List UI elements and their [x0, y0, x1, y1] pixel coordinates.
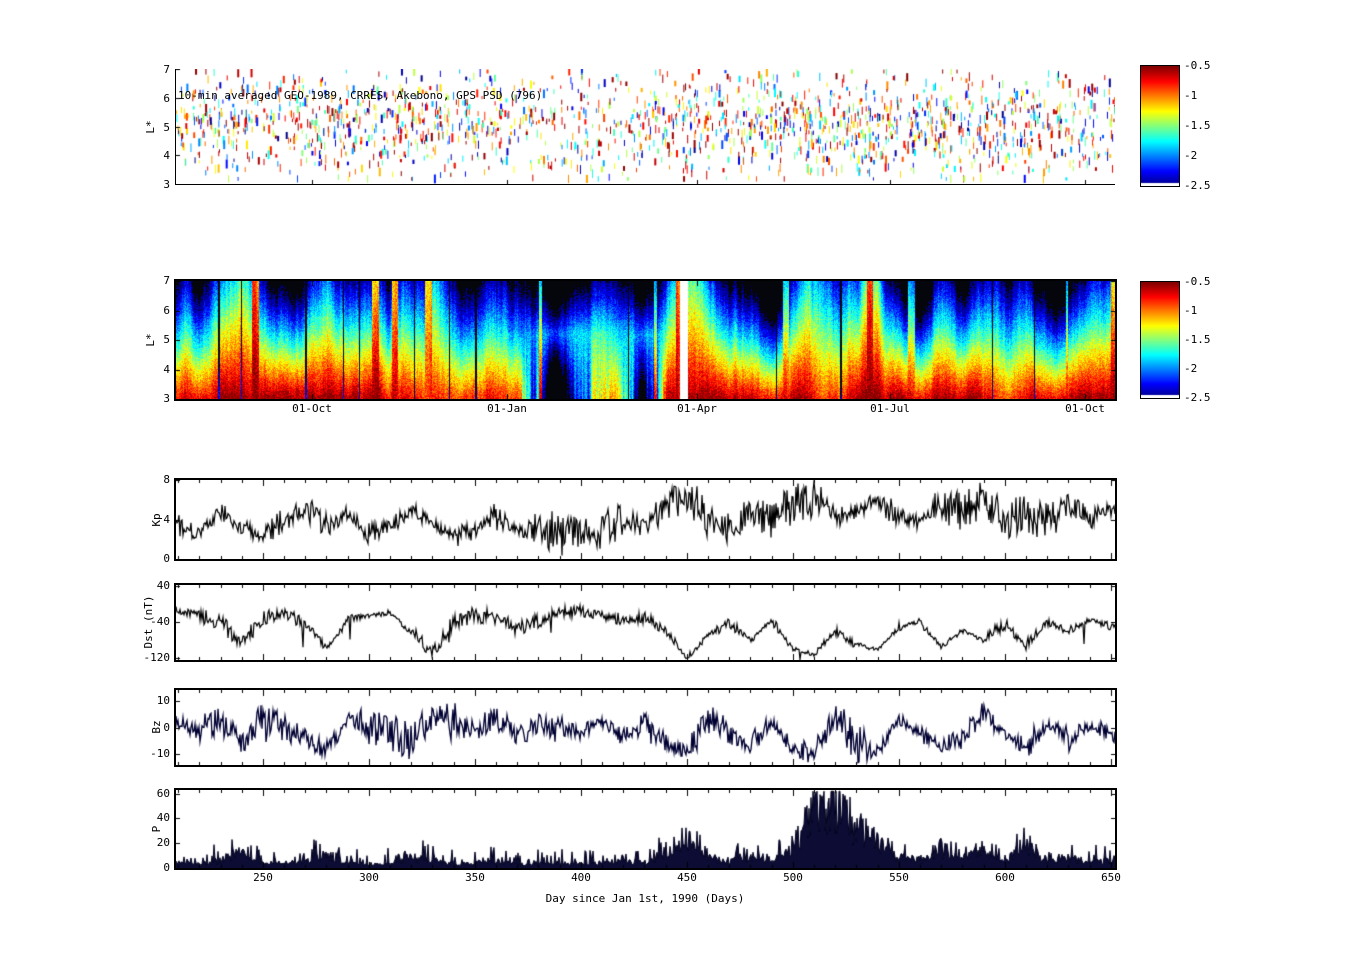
xtick-label: 500 [783, 871, 803, 884]
ytick-label-p: 60 [156, 787, 170, 800]
colorbar2-tick-label: -1.5 [1184, 333, 1211, 346]
xtick-label: 250 [253, 871, 273, 884]
p-plot [174, 788, 1117, 870]
ytick-label-kp: 4 [163, 513, 170, 526]
ytick-label-psd_map: 5 [163, 333, 170, 346]
date-tick-label: 01-Jul [870, 402, 910, 415]
ytick-label-psd_map: 6 [163, 304, 170, 317]
colorbar1-tick-label: -2 [1184, 149, 1198, 162]
ytick-label-psd_scatter: 5 [163, 121, 170, 134]
colorbar1-tick-label: -1.5 [1184, 119, 1211, 132]
ytick-label-psd_scatter: 7 [163, 63, 170, 76]
ytick-label-psd_scatter: 3 [163, 178, 170, 191]
psd-scatter-plot [175, 69, 1115, 185]
colorbar-psd-scatter [1140, 65, 1180, 187]
xaxis-label: Day since Jan 1st, 1990 (Days) [545, 892, 745, 905]
xtick-label: 300 [359, 871, 379, 884]
kp-plot [174, 478, 1117, 561]
ytick-label-psd_map: 3 [163, 392, 170, 405]
ytick-label-dst: 40 [156, 579, 170, 592]
ytick-label-bz: 0 [163, 721, 170, 734]
ytick-label-p: 40 [156, 811, 170, 824]
xtick-label: 350 [465, 871, 485, 884]
xtick-label: 450 [677, 871, 697, 884]
colorbar2-tick-label: -1 [1184, 304, 1198, 317]
date-tick-label: 01-Jan [487, 402, 527, 415]
colorbar1-tick-label: -1 [1184, 89, 1198, 102]
ytick-label-kp: 0 [163, 552, 170, 565]
date-tick-label: 01-Apr [677, 402, 717, 415]
ytick-label-p: 0 [163, 861, 170, 874]
ytick-label-bz: -10 [150, 747, 170, 760]
psd-heatmap-plot [174, 279, 1117, 401]
ytick-label-psd_scatter: 6 [163, 92, 170, 105]
colorbar2-tick-label: -0.5 [1184, 275, 1211, 288]
colorbar1-tick-label: -0.5 [1184, 59, 1211, 72]
dst-plot [174, 583, 1117, 662]
xtick-label: 550 [889, 871, 909, 884]
ytick-label-psd_scatter: 4 [163, 149, 170, 162]
ytick-label-bz: 10 [156, 694, 170, 707]
ytick-label-p: 20 [156, 836, 170, 849]
bz-plot [174, 688, 1117, 767]
ytick-label-dst: -120 [143, 651, 171, 664]
ytick-label-kp: 8 [163, 473, 170, 486]
xtick-label: 650 [1101, 871, 1121, 884]
date-tick-label: 01-Oct [1065, 402, 1105, 415]
ytick-label-psd_map: 4 [163, 363, 170, 376]
ytick-label-dst: -40 [150, 615, 170, 628]
colorbar2-tick-label: -2 [1184, 362, 1198, 375]
colorbar-psd-map [1140, 281, 1180, 399]
colorbar2-tick-label: -2.5 [1184, 391, 1211, 404]
xtick-label: 600 [995, 871, 1015, 884]
colorbar1-tick-label: -2.5 [1184, 179, 1211, 192]
plot-title: 10-min averaged GEO-1989, CRRES, Akebono… [178, 89, 543, 102]
date-tick-label: 01-Oct [292, 402, 332, 415]
ytick-label-psd_map: 7 [163, 274, 170, 287]
xtick-label: 400 [571, 871, 591, 884]
